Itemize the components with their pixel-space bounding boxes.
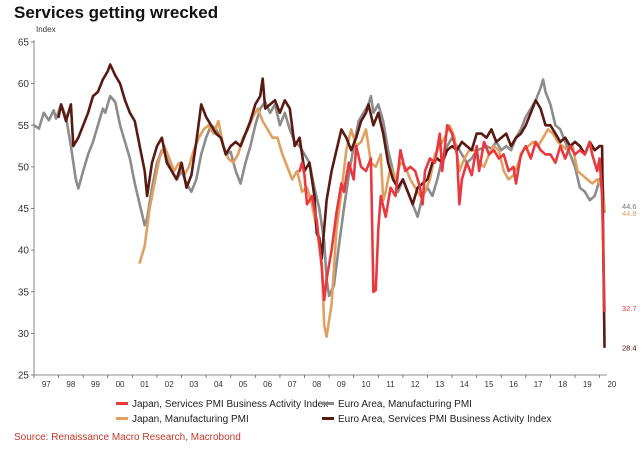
legend-entry: Japan, Manufacturing PMI xyxy=(132,414,249,425)
end-value-label: 44.8 xyxy=(622,209,637,218)
legend: Japan, Services PMI Business Activity In… xyxy=(116,399,551,425)
end-value-label: 44.6 xyxy=(622,202,637,211)
series-line xyxy=(138,107,606,338)
y-tick-label: 35 xyxy=(18,287,30,298)
y-tick-label: 40 xyxy=(18,246,30,257)
y-tick-label: 25 xyxy=(18,371,30,382)
x-tick-label: 13 xyxy=(435,380,444,389)
x-axis: 97 98 99 00 01 02 03 04 05 06 07 08 09 10 11 12 13 14 15 16… xyxy=(33,374,617,389)
y-tick-label: 50 xyxy=(18,162,30,173)
series-line xyxy=(57,63,606,348)
x-tick-label: 09 xyxy=(337,380,346,389)
y-tick-label: 45 xyxy=(18,204,30,215)
y-axis-label: Index xyxy=(36,25,56,34)
x-tick-label: 16 xyxy=(509,380,518,389)
y-tick-label: 55 xyxy=(18,121,30,132)
x-tick-label: 99 xyxy=(91,380,100,389)
x-tick-label: 17 xyxy=(534,380,543,389)
end-labels: 44.644.8 32.7 28.4 xyxy=(622,202,637,353)
end-value-label: 32.7 xyxy=(622,304,637,313)
x-tick-label: 04 xyxy=(214,380,223,389)
x-tick-label: 07 xyxy=(288,380,297,389)
x-tick-label: 12 xyxy=(411,380,420,389)
x-tick-label: 06 xyxy=(263,380,272,389)
y-tick-label: 30 xyxy=(18,329,30,340)
x-tick-label: 00 xyxy=(116,380,125,389)
series-line xyxy=(298,124,606,313)
x-tick-label: 11 xyxy=(386,380,395,389)
x-tick-label: 97 xyxy=(42,380,51,389)
x-tick-label: 02 xyxy=(165,380,174,389)
x-tick-label: 98 xyxy=(66,380,75,389)
legend-entry: Euro Area, Services PMI Business Activit… xyxy=(338,414,551,425)
x-tick-label: 03 xyxy=(189,380,198,389)
end-value-label: 28.4 xyxy=(622,344,637,353)
x-tick-label: 10 xyxy=(362,380,371,389)
x-tick-label: 14 xyxy=(460,380,469,389)
x-tick-label: 18 xyxy=(558,380,567,389)
x-tick-label: 19 xyxy=(583,380,592,389)
x-tick-label: 05 xyxy=(239,380,248,389)
legend-entry: Japan, Services PMI Business Activity In… xyxy=(132,399,328,410)
series-lines xyxy=(32,63,606,348)
x-tick-label: 15 xyxy=(485,380,494,389)
series-line xyxy=(32,78,606,298)
chart-title: Services getting wrecked xyxy=(14,3,219,22)
y-axis: Index 25 30 35 40 45 50 55 60 65 xyxy=(18,25,56,382)
legend-entry: Euro Area, Manufacturing PMI xyxy=(338,399,472,410)
x-tick-label: 01 xyxy=(140,380,149,389)
x-tick-label: 08 xyxy=(312,380,321,389)
source-note: Source: Renaissance Macro Research, Macr… xyxy=(14,432,241,443)
y-tick-label: 65 xyxy=(18,38,30,49)
y-tick-label: 60 xyxy=(18,79,30,90)
x-tick-label: 20 xyxy=(607,380,616,389)
